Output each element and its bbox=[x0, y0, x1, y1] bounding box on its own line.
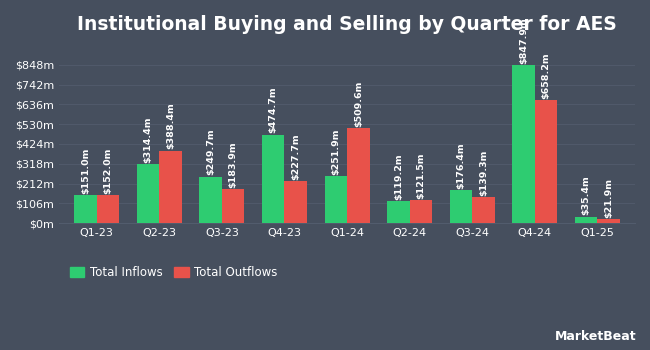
Bar bbox=[410, 201, 432, 223]
Bar bbox=[74, 195, 97, 223]
Bar bbox=[97, 195, 119, 223]
Bar bbox=[575, 217, 597, 223]
Bar bbox=[387, 201, 410, 223]
Text: $176.4m: $176.4m bbox=[456, 142, 465, 189]
Bar bbox=[136, 164, 159, 223]
Bar bbox=[535, 100, 558, 223]
Bar bbox=[450, 190, 473, 223]
Text: $388.4m: $388.4m bbox=[166, 103, 175, 149]
Bar bbox=[324, 176, 347, 223]
Text: $249.7m: $249.7m bbox=[206, 129, 215, 175]
Bar bbox=[285, 181, 307, 223]
Bar bbox=[473, 197, 495, 223]
Text: $35.4m: $35.4m bbox=[582, 176, 591, 215]
Bar bbox=[512, 65, 535, 223]
Bar bbox=[159, 150, 182, 223]
Text: $151.0m: $151.0m bbox=[81, 147, 90, 194]
Legend: Total Inflows, Total Outflows: Total Inflows, Total Outflows bbox=[65, 261, 283, 284]
Text: $121.5m: $121.5m bbox=[417, 153, 425, 199]
Text: $119.2m: $119.2m bbox=[394, 153, 403, 200]
Text: $183.9m: $183.9m bbox=[229, 141, 238, 188]
Text: $251.9m: $251.9m bbox=[332, 128, 341, 175]
Bar bbox=[347, 128, 370, 223]
Text: $314.4m: $314.4m bbox=[144, 117, 153, 163]
Title: Institutional Buying and Selling by Quarter for AES: Institutional Buying and Selling by Quar… bbox=[77, 15, 617, 34]
Text: $658.2m: $658.2m bbox=[541, 52, 551, 99]
Text: $21.9m: $21.9m bbox=[604, 178, 613, 218]
Text: $847.9m: $847.9m bbox=[519, 17, 528, 64]
Text: $509.6m: $509.6m bbox=[354, 80, 363, 127]
Text: $227.7m: $227.7m bbox=[291, 133, 300, 180]
Bar bbox=[222, 189, 244, 223]
Text: $139.3m: $139.3m bbox=[479, 150, 488, 196]
Text: MarketBeat: MarketBeat bbox=[555, 330, 637, 343]
Text: $152.0m: $152.0m bbox=[103, 147, 112, 194]
Bar bbox=[262, 134, 285, 223]
Bar bbox=[597, 219, 620, 223]
Bar bbox=[200, 176, 222, 223]
Text: $474.7m: $474.7m bbox=[268, 87, 278, 133]
